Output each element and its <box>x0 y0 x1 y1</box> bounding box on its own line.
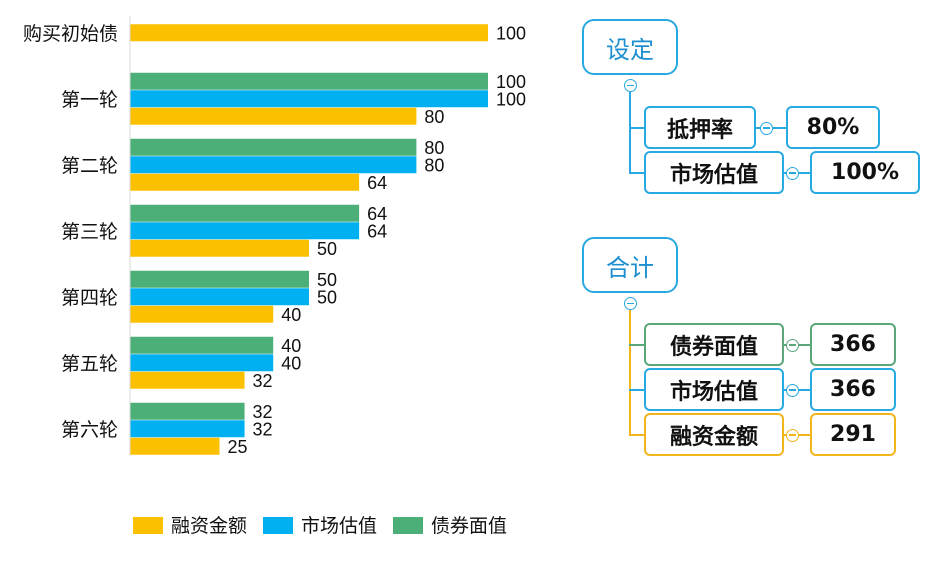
data-label: 80 <box>424 138 444 158</box>
data-label: 32 <box>253 420 273 440</box>
data-label: 100 <box>496 90 526 110</box>
totals-value-face: 366 <box>810 323 896 366</box>
data-label: 64 <box>367 173 387 193</box>
totals-root-node: 合计 <box>582 237 678 293</box>
bar <box>130 156 417 174</box>
legend-label: 融资金额 <box>171 515 247 537</box>
category-label: 购买初始债 <box>23 23 118 45</box>
bar <box>130 204 360 222</box>
bar <box>130 437 220 455</box>
bar <box>130 138 417 156</box>
collapse-icon[interactable] <box>623 297 637 310</box>
bar <box>130 107 417 125</box>
totals-connector <box>629 344 645 346</box>
collapse-icon[interactable] <box>760 121 773 135</box>
totals-item-value: 366 <box>830 377 876 402</box>
bar <box>130 90 488 108</box>
data-label: 50 <box>317 288 337 308</box>
data-label: 80 <box>424 156 444 176</box>
settings-branch-line <box>629 92 631 174</box>
legend: 融资金额 市场估值 债券面值 <box>133 515 507 537</box>
totals-item-value: 366 <box>830 332 876 357</box>
data-label: 100 <box>496 72 526 92</box>
totals-value-market: 366 <box>810 368 896 411</box>
category-label: 第二轮 <box>61 155 118 177</box>
bar <box>130 371 245 389</box>
category-label: 第一轮 <box>61 89 118 111</box>
totals-connector <box>629 389 645 391</box>
bar <box>130 305 274 323</box>
settings-item-label: 抵押率 <box>666 117 733 143</box>
data-label: 64 <box>367 222 387 242</box>
data-label: 32 <box>253 371 273 391</box>
bar <box>130 24 488 42</box>
bar <box>130 222 360 240</box>
collapse-icon[interactable] <box>786 428 799 442</box>
settings-connector <box>629 127 645 129</box>
data-label: 32 <box>253 402 273 422</box>
category-label: 第四轮 <box>61 287 118 309</box>
bar <box>130 239 309 257</box>
settings-value-market: 100% <box>810 151 920 194</box>
collapse-icon[interactable] <box>623 79 637 92</box>
totals-value-financing: 291 <box>810 413 896 456</box>
settings-title: 设定 <box>606 35 654 64</box>
data-label: 100 <box>496 24 526 44</box>
bar <box>130 402 245 420</box>
bar <box>130 288 309 306</box>
settings-item-value: 80% <box>806 115 860 140</box>
totals-item-label: 融资金额 <box>669 424 758 450</box>
category-label: 第三轮 <box>61 221 118 243</box>
settings-item-ltv: 抵押率 <box>644 106 756 149</box>
data-label: 50 <box>317 239 337 259</box>
bars <box>129 16 488 456</box>
collapse-icon[interactable] <box>786 383 799 397</box>
bar <box>130 72 488 90</box>
totals-connector <box>629 434 645 436</box>
legend-swatch <box>263 517 293 534</box>
data-label: 40 <box>281 305 301 325</box>
bar <box>130 420 245 438</box>
totals-title: 合计 <box>606 253 654 282</box>
collapse-icon[interactable] <box>786 166 799 180</box>
totals-item-financing: 融资金额 <box>644 413 784 456</box>
legend-label: 市场估值 <box>301 515 377 537</box>
legend-swatch <box>133 517 163 534</box>
settings-value-ltv: 80% <box>786 106 880 149</box>
settings-item-value: 100% <box>831 160 899 185</box>
data-label: 40 <box>281 354 301 374</box>
totals-item-label: 市场估值 <box>669 379 758 405</box>
totals-item-face: 债券面值 <box>644 323 784 366</box>
collapse-icon[interactable] <box>786 338 799 352</box>
data-label: 40 <box>281 336 301 356</box>
category-label: 第六轮 <box>61 419 118 441</box>
totals-item-market: 市场估值 <box>644 368 784 411</box>
totals-branch-line <box>629 310 631 436</box>
bar <box>130 336 274 354</box>
category-label: 第五轮 <box>61 353 118 375</box>
bar <box>130 270 309 288</box>
settings-item-label: 市场估值 <box>669 162 758 188</box>
totals-item-value: 291 <box>830 422 876 447</box>
data-label: 50 <box>317 270 337 290</box>
settings-root-node: 设定 <box>582 19 678 75</box>
value-labels: 1001001008080806464645050504040403232322… <box>228 24 527 458</box>
settings-connector <box>629 172 645 174</box>
data-label: 80 <box>424 107 444 127</box>
data-label: 25 <box>228 437 248 457</box>
legend-swatch <box>393 517 423 534</box>
bar <box>130 173 360 191</box>
settings-item-market: 市场估值 <box>644 151 784 194</box>
bar <box>130 354 274 372</box>
legend-label: 债券面值 <box>431 515 507 537</box>
totals-item-label: 债券面值 <box>669 334 758 360</box>
data-label: 64 <box>367 204 387 224</box>
